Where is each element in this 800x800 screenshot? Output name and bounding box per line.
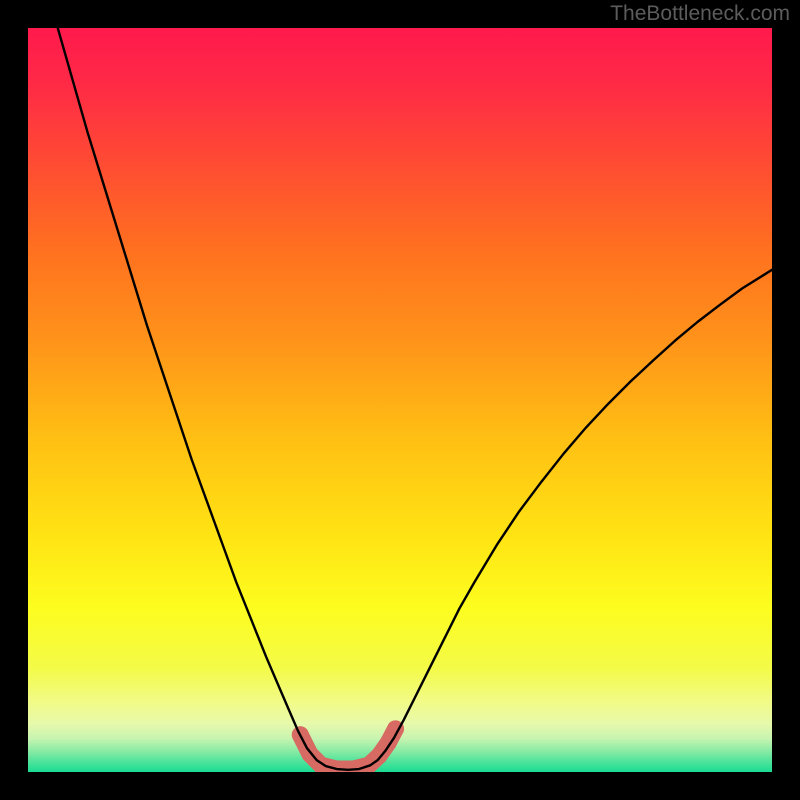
bottleneck-chart — [0, 0, 800, 800]
plot-background — [28, 28, 772, 772]
watermark-text: TheBottleneck.com — [610, 2, 790, 26]
chart-frame: TheBottleneck.com — [0, 0, 800, 800]
